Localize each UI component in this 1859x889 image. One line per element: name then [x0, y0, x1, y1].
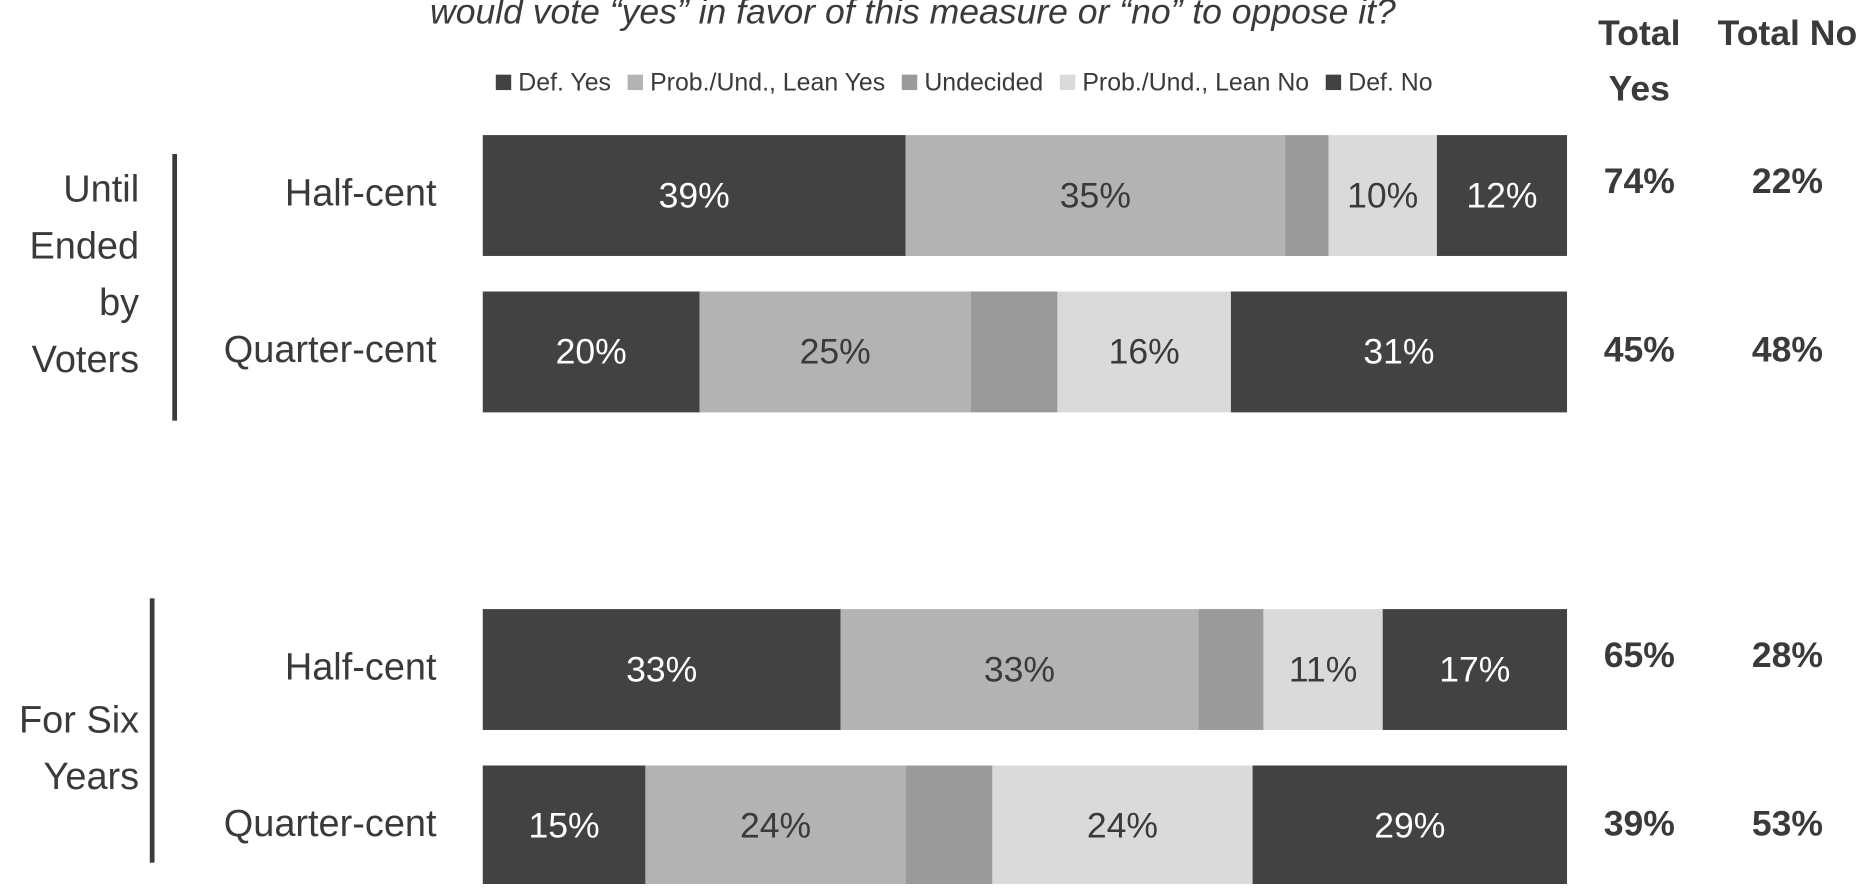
total-value: 39% — [1604, 803, 1675, 843]
legend-label: Prob./Und., Lean No — [1082, 69, 1309, 97]
bar-segment — [482, 609, 841, 730]
bar-segment — [840, 609, 1199, 730]
group-label: For Six Years — [19, 697, 140, 798]
data-label: 12% — [1466, 175, 1537, 215]
legend-label: Prob./Und., Lean Yes — [650, 69, 885, 97]
data-label: 25% — [800, 332, 871, 372]
data-label: 15% — [529, 806, 600, 846]
bar-segment — [482, 291, 700, 413]
data-label: 20% — [556, 332, 627, 372]
row-label: Quarter-cent — [224, 803, 437, 845]
row-label: Half-cent — [285, 647, 437, 689]
data-label: 31% — [1363, 332, 1434, 372]
total-header: Total Yes — [1598, 14, 1681, 110]
legend-swatch — [901, 74, 918, 91]
bar-segment — [645, 765, 906, 887]
data-label: 24% — [1087, 806, 1158, 846]
bar-segment — [699, 291, 971, 413]
bar-segment — [1436, 135, 1568, 256]
data-label: 10% — [1347, 175, 1418, 215]
total-value: 48% — [1752, 329, 1823, 369]
bar-segment — [1285, 135, 1329, 256]
bar-segment — [1382, 609, 1568, 730]
bar-segment — [1252, 765, 1568, 887]
data-label: 35% — [1060, 175, 1131, 215]
row-label: Quarter-cent — [224, 329, 437, 371]
data-label: 33% — [626, 649, 697, 689]
group-label: Until Ended by Voters — [29, 167, 140, 381]
data-label: 17% — [1439, 649, 1510, 689]
legend-label: Undecided — [924, 69, 1043, 97]
bar-segment — [1263, 609, 1383, 730]
legend-label: Def. No — [1348, 69, 1432, 97]
bar-segment — [905, 135, 1286, 256]
bar-segment — [1328, 135, 1437, 256]
bar-segment — [1198, 609, 1264, 730]
bar-segment — [1057, 291, 1231, 413]
bar-segment — [905, 765, 993, 887]
group-label-box: Until Ended by Voters — [29, 167, 140, 381]
data-label: 29% — [1374, 806, 1445, 846]
bar-segment — [482, 765, 646, 887]
bar-segment — [1230, 291, 1568, 413]
data-label: 16% — [1109, 332, 1180, 372]
data-label: 33% — [984, 649, 1055, 689]
group-label-box: For Six Years — [19, 697, 140, 798]
row-label: Half-cent — [285, 173, 437, 215]
total-value: 45% — [1604, 329, 1675, 369]
chart-title: would vote “yes” in favor of this measur… — [430, 0, 1396, 32]
total-header: Total No — [1717, 14, 1858, 54]
total-value: 74% — [1604, 161, 1675, 201]
data-label: 39% — [659, 175, 730, 215]
legend-swatch — [495, 74, 512, 91]
total-value: 53% — [1752, 803, 1823, 843]
legend-swatch — [627, 74, 643, 91]
legend-swatch — [1325, 74, 1342, 91]
total-value: 65% — [1604, 635, 1675, 675]
bar-segment — [970, 291, 1058, 413]
legend-swatch — [1059, 74, 1076, 91]
bar-segment — [482, 135, 906, 256]
bar-segment — [992, 765, 1253, 887]
total-header-box: Total No — [1717, 14, 1858, 54]
total-header-box: Total Yes — [1598, 14, 1681, 110]
legend-label: Def. Yes — [518, 69, 611, 97]
data-label: 24% — [740, 806, 811, 846]
total-value: 28% — [1752, 635, 1823, 675]
total-value: 22% — [1752, 161, 1823, 201]
data-label: 11% — [1289, 649, 1357, 689]
